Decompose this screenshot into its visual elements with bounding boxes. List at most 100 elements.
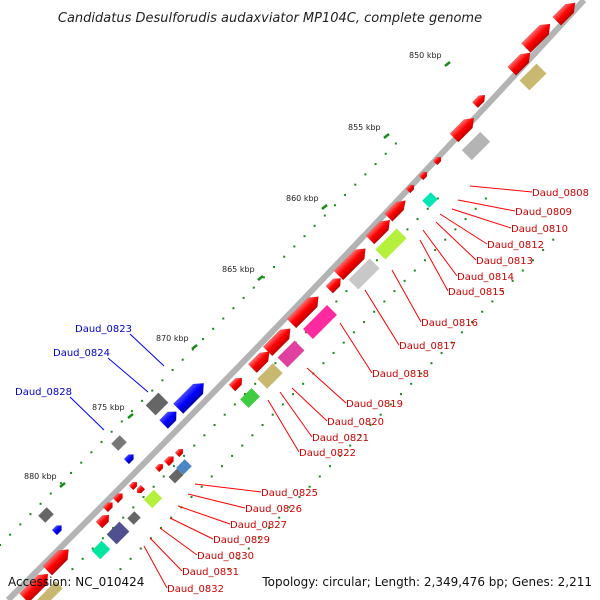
forward-gene-arrow xyxy=(163,456,174,467)
tick-dot xyxy=(39,502,42,505)
callout-line xyxy=(364,289,400,346)
label-callouts: Daud_0808 Daud_0809 Daud_0810 Daud_0812 Daud… xyxy=(15,185,589,595)
tick-dot xyxy=(410,382,413,385)
tick-dot xyxy=(364,173,367,176)
tick-dot xyxy=(302,382,305,385)
callout-line xyxy=(69,396,105,431)
gene-label-forward: Daud_0818 xyxy=(372,369,429,380)
gene-label-forward: Daud_0808 xyxy=(532,188,589,199)
forward-gene-arrow xyxy=(286,296,319,329)
kbp-ticks: 850 kbp 855 kbp 860 kbp 865 kbp 870 kbp 875 k… xyxy=(24,51,451,488)
forward-gene-arrow xyxy=(471,94,486,109)
kbp-tick-label: 850 kbp xyxy=(409,51,442,60)
tick-dot xyxy=(100,441,103,444)
tick-dot xyxy=(252,286,255,289)
gene-label-forward: Daud_0822 xyxy=(299,448,356,459)
tick-dot xyxy=(274,362,277,365)
tick-dot xyxy=(91,547,94,550)
gene-feature-box xyxy=(127,511,141,525)
tick-dot xyxy=(142,496,145,499)
callout-line xyxy=(457,199,516,212)
gene-label-forward: Daud_0813 xyxy=(476,256,533,267)
tick-dot xyxy=(400,393,402,396)
gene-label-reverse: Daud_0824 xyxy=(53,348,110,359)
tick-dot xyxy=(162,475,165,478)
forward-gene-arrow xyxy=(333,248,366,281)
kbp-tick-label: 875 kbp xyxy=(92,403,125,412)
forward-gene-arrow xyxy=(174,448,184,458)
gene-label-forward: Daud_0829 xyxy=(213,535,270,546)
tick-dot xyxy=(440,351,443,354)
kbp-tick-label: 855 kbp xyxy=(348,123,381,132)
tick-dot xyxy=(423,259,426,262)
gene-feature-box xyxy=(91,540,111,560)
tick-dot xyxy=(9,533,12,536)
tick-dot xyxy=(444,238,447,241)
forward-gene-arrow xyxy=(405,184,415,194)
tick-dot xyxy=(222,317,225,320)
gene-label-forward: Daud_0826 xyxy=(245,504,302,515)
tick-dot xyxy=(313,224,316,227)
gene-label-forward: Daud_0832 xyxy=(167,584,224,595)
gene-label-reverse: Daud_0823 xyxy=(75,324,132,335)
kbp-tick-mark xyxy=(383,133,390,139)
callout-line xyxy=(279,391,313,438)
tick-dot xyxy=(233,403,236,406)
genome-backbone xyxy=(5,0,587,600)
tick-dot xyxy=(237,557,240,560)
tick-dot xyxy=(436,197,439,200)
gene-feature-box xyxy=(303,305,337,339)
tick-dot xyxy=(242,296,245,299)
tick-dot xyxy=(464,218,467,221)
tick-dot xyxy=(304,331,307,334)
reverse-gene-arrow xyxy=(159,411,177,429)
forward-gene-arrow xyxy=(521,23,551,53)
callout-line xyxy=(469,185,533,193)
gene-label-forward: Daud_0831 xyxy=(182,567,239,578)
gene-label-forward: Daud_0819 xyxy=(346,399,403,410)
tick-dot xyxy=(374,163,377,166)
kbp-tick-mark xyxy=(191,344,198,350)
tick-dot xyxy=(210,475,213,478)
tick-dot xyxy=(227,568,230,571)
tick-dot xyxy=(130,410,133,413)
accession-text: Accession: NC_010424 xyxy=(8,575,144,589)
tick-dot xyxy=(303,235,306,238)
tick-dot xyxy=(247,547,250,550)
tick-dot xyxy=(70,471,73,474)
tick-dot xyxy=(333,204,336,207)
tick-dot xyxy=(328,465,331,468)
callout-line xyxy=(194,483,262,493)
tick-dot xyxy=(257,537,260,540)
tick-dot xyxy=(292,393,294,396)
gene-feature-box xyxy=(37,581,63,600)
reverse-gene-arrow xyxy=(172,383,204,415)
tick-dot xyxy=(426,207,429,210)
tick-dot xyxy=(181,358,184,361)
tick-dot xyxy=(49,492,52,495)
tick-dot xyxy=(152,485,155,488)
tick-dot xyxy=(141,399,144,402)
tick-dot xyxy=(481,310,484,313)
tick-dot xyxy=(203,434,206,437)
tick-dot xyxy=(90,451,93,454)
tick-dot xyxy=(161,379,164,382)
tick-dot xyxy=(552,238,555,241)
forward-gene-arrow xyxy=(552,2,576,26)
tick-dot xyxy=(71,568,74,571)
tick-dot xyxy=(339,454,342,457)
tick-dot xyxy=(383,300,386,303)
callout-line xyxy=(439,213,488,245)
forward-gene-arrow xyxy=(228,377,243,392)
tick-dot xyxy=(322,362,325,365)
tick-dot xyxy=(471,321,474,324)
tick-dot xyxy=(511,279,514,282)
tick-dot xyxy=(200,485,203,488)
tick-dot xyxy=(394,142,397,145)
reverse-gene-arrow xyxy=(123,454,134,465)
tick-dot xyxy=(81,557,84,560)
gene-feature-box xyxy=(111,435,127,451)
kbp-tick-mark xyxy=(257,275,264,281)
gene-label-forward: Daud_0830 xyxy=(197,551,254,562)
kbp-tick-mark xyxy=(444,61,451,67)
